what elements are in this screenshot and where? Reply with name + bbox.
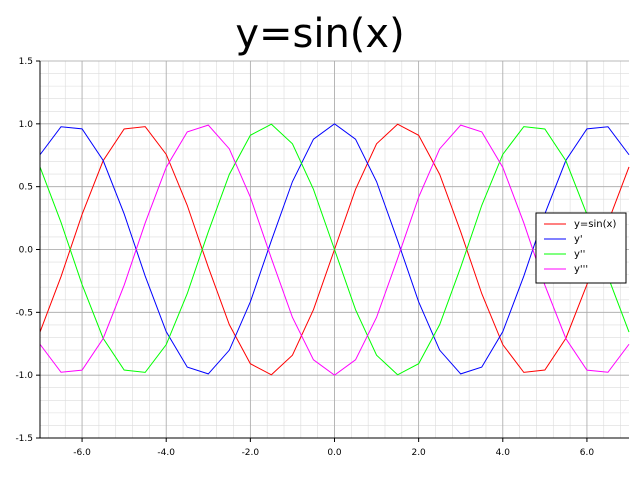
axes: -1.5 -1.0 -0.5 0.0 0.5 1.0 1.5 -6.0 -4.0 -2.0 0.0 2…: [15, 57, 629, 458]
x-tick-label: -2.0: [242, 448, 260, 458]
legend-label-4: y''': [574, 264, 588, 275]
legend-label-3: y'': [574, 249, 585, 260]
x-tick-label: -6.0: [73, 448, 91, 458]
legend-label-1: y=sin(x): [574, 219, 616, 230]
series-line-2: [39, 123, 630, 375]
y-tick-label: 1.0: [19, 120, 34, 130]
x-tick-label: -4.0: [157, 448, 175, 458]
y-tick-label: -1.5: [15, 434, 33, 444]
y-tick-label: 0.0: [19, 246, 34, 256]
series-layer: [39, 123, 630, 376]
legend: y=sin(x) y' y'' y''': [535, 212, 627, 284]
x-tick-label: 4.0: [496, 448, 511, 458]
x-tick-label: 0.0: [327, 448, 342, 458]
series-line-3: [39, 123, 630, 376]
legend-label-2: y': [574, 234, 583, 245]
chart-title: y=sin(x): [235, 11, 404, 57]
y-tick-label: 0.5: [19, 183, 33, 193]
legend-box: [535, 212, 627, 284]
x-tick-label: 6.0: [580, 448, 595, 458]
series-line-4: [39, 124, 630, 376]
y-tick-label: -1.0: [15, 371, 33, 381]
y-tick-label: -0.5: [15, 308, 33, 318]
x-tick-label: 2.0: [411, 448, 426, 458]
y-tick-label: 1.5: [19, 57, 33, 67]
